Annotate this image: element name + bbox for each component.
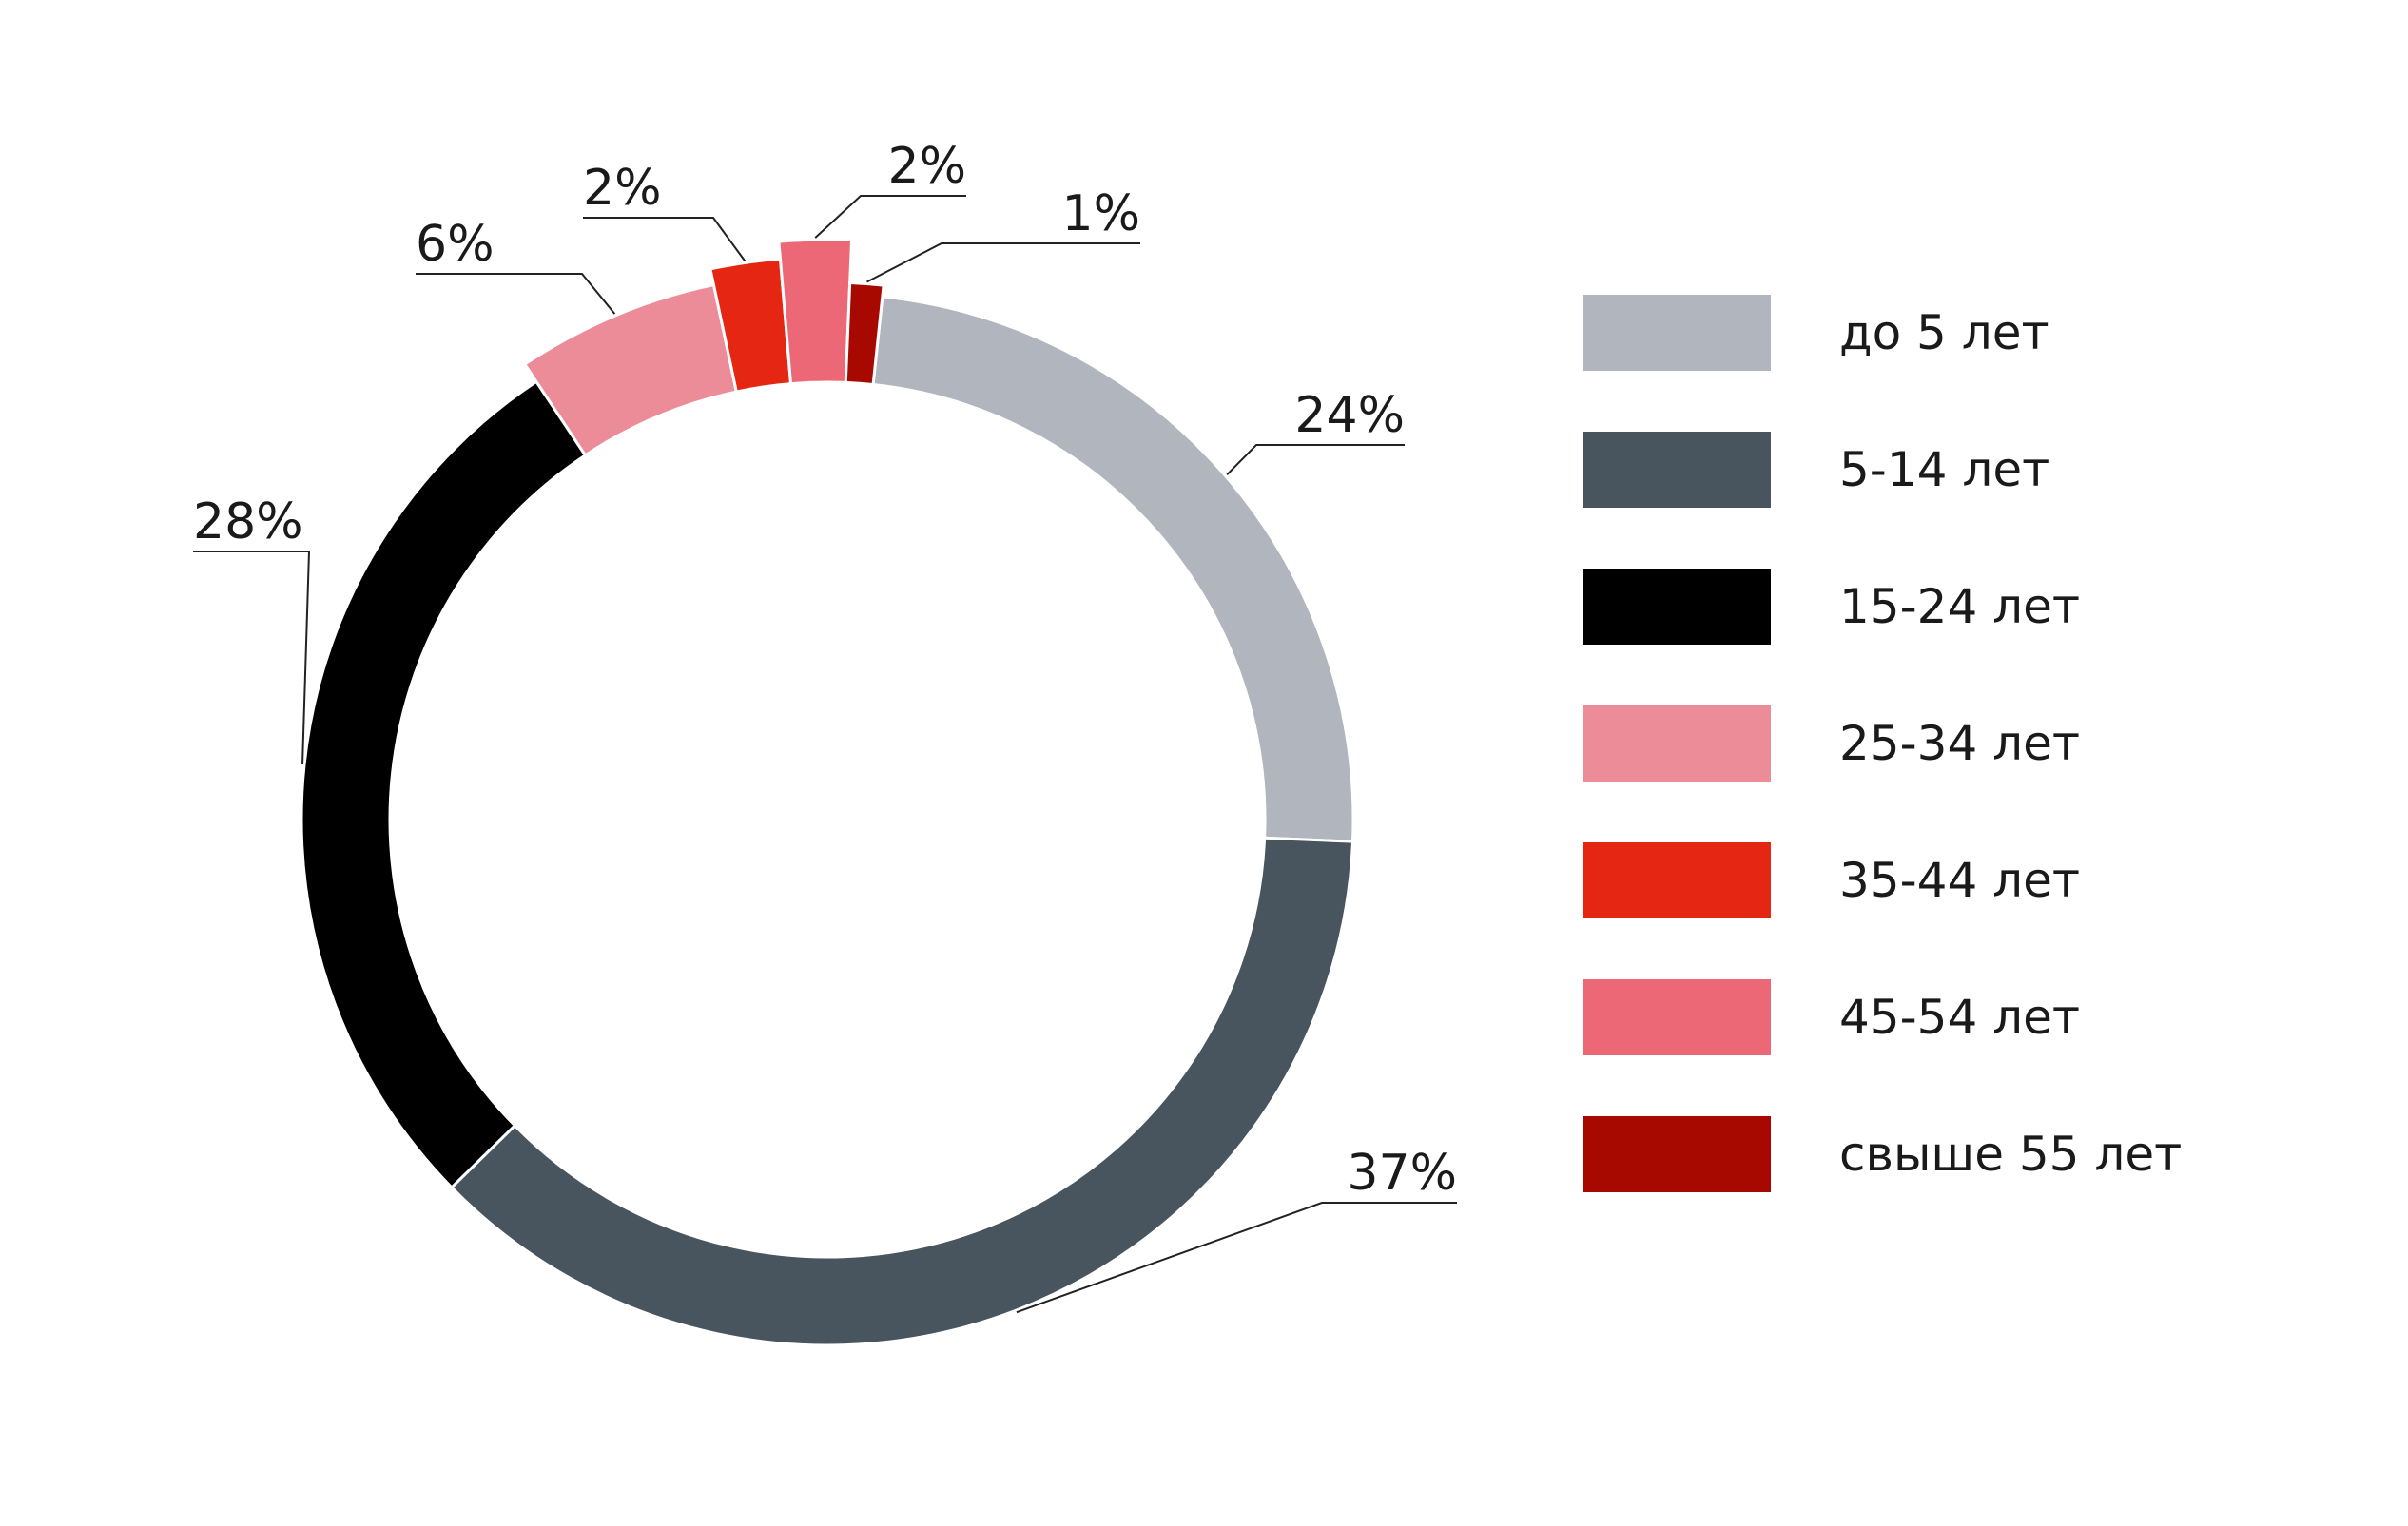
data-label: 37% (1347, 1145, 1457, 1202)
legend-swatch (1583, 295, 1771, 371)
legend-label: 35-44 лет (1839, 853, 2081, 908)
data-label: 6% (416, 216, 495, 273)
legend-label: 25-34 лет (1839, 716, 2081, 771)
donut-slices (300, 238, 1355, 1347)
donut-slice (844, 280, 885, 387)
leader-line (866, 242, 1140, 283)
legend-label: 15-24 лет (1839, 579, 2081, 634)
data-label: 2% (888, 138, 967, 195)
legend-swatch (1583, 705, 1771, 782)
leader-line (1226, 444, 1405, 476)
legend-swatch (1583, 569, 1771, 645)
legend-item: 35-44 лет (1583, 842, 2306, 918)
leader-line (193, 551, 311, 765)
donut-slice (449, 836, 1355, 1347)
legend: до 5 лет 5-14 лет 15-24 лет 25-34 лет 35… (1583, 295, 2306, 1253)
leader-line (814, 195, 966, 239)
legend-item: до 5 лет (1583, 295, 2306, 371)
legend-label: 5-14 лет (1839, 442, 2050, 497)
legend-item: 45-54 лет (1583, 979, 2306, 1055)
data-label: 1% (1062, 185, 1141, 242)
legend-label: до 5 лет (1839, 305, 2049, 360)
leader-line (416, 273, 616, 315)
legend-swatch (1583, 842, 1771, 918)
donut-slice (300, 379, 588, 1190)
data-label: 28% (193, 493, 303, 551)
legend-item: 5-14 лет (1583, 432, 2306, 508)
legend-swatch (1583, 432, 1771, 508)
legend-label: свыше 55 лет (1839, 1127, 2183, 1182)
leader-line (583, 217, 747, 261)
leader-line (1016, 1202, 1457, 1314)
legend-item: свыше 55 лет (1583, 1116, 2306, 1192)
donut-slice (777, 238, 854, 386)
data-label: 24% (1294, 387, 1405, 444)
legend-swatch (1583, 1116, 1771, 1192)
legend-item: 15-24 лет (1583, 569, 2306, 645)
donut-slice (871, 295, 1355, 843)
label-leader-lines (193, 195, 1457, 1314)
legend-label: 45-54 лет (1839, 990, 2081, 1045)
data-labels: 24% 37% 28% 6% 2% 2% 1% (193, 138, 1457, 1202)
data-label: 2% (583, 160, 662, 217)
legend-item: 25-34 лет (1583, 705, 2306, 782)
legend-swatch (1583, 979, 1771, 1055)
